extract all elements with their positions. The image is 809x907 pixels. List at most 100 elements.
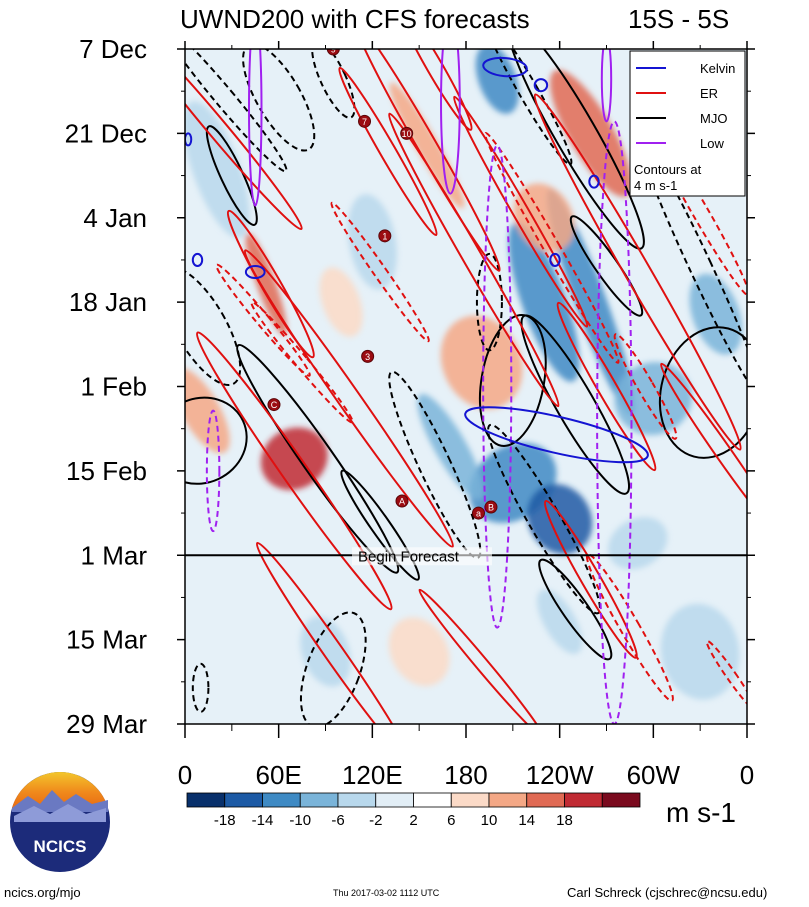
mjo-contour — [520, 314, 631, 495]
colorbar-label: -2 — [369, 812, 382, 829]
anomaly-blob — [388, 617, 450, 687]
contour-layer — [185, 49, 747, 724]
colorbar-swatch — [337, 792, 377, 808]
legend-note-1: Contours at — [634, 162, 702, 177]
colorbar-label: 10 — [481, 812, 498, 829]
legend-kelvin-label: Kelvin — [700, 61, 735, 76]
er-contour — [330, 201, 430, 343]
storm-marker — [326, 49, 340, 56]
colorbar-label: -14 — [252, 812, 274, 829]
low-contour — [205, 409, 221, 533]
storm-marker-label: a — [476, 509, 481, 519]
mjo-contour — [340, 469, 420, 581]
mjo-contour — [484, 49, 573, 166]
legend-low-label: Low — [700, 136, 724, 151]
logo-mountains-2 — [14, 804, 106, 822]
chart-title: UWND200 with CFS forecasts — [180, 4, 530, 34]
kelvin-contour — [191, 252, 204, 267]
legend-mjo-label: MJO — [700, 111, 727, 126]
mjo-contour — [658, 326, 747, 459]
storm-marker — [484, 500, 498, 514]
storm-marker-label: 3 — [365, 352, 370, 362]
er-contour — [453, 95, 589, 328]
logo-mountains — [12, 790, 108, 812]
mjo-contour — [538, 558, 613, 661]
colorbar-swatch — [564, 792, 603, 808]
anomaly-blob — [347, 194, 397, 290]
mjo-contour — [236, 343, 400, 574]
anomaly-blob — [440, 315, 523, 410]
mjo-contour — [185, 49, 288, 173]
kelvin-contour — [464, 406, 649, 464]
er-contour — [388, 112, 560, 408]
colorbar-swatch — [450, 792, 490, 808]
x-tick-label: 180 — [444, 760, 487, 790]
kelvin-contour — [549, 252, 561, 267]
footer-left: ncics.org/mjo — [4, 885, 81, 900]
y-tick-label: 15 Mar — [66, 625, 147, 655]
er-contour — [585, 553, 674, 702]
mjo-contour — [185, 396, 248, 485]
kelvin-contour — [185, 132, 193, 147]
storm-marker — [378, 229, 392, 243]
low-contour — [596, 120, 633, 724]
x-tick-label: 120W — [526, 760, 594, 790]
er-contour — [484, 131, 620, 364]
anomaly-blob — [417, 393, 484, 500]
kelvin-contour — [533, 78, 549, 93]
er-contour — [215, 263, 311, 377]
mjo-contour — [637, 133, 747, 399]
storm-marker — [471, 506, 485, 520]
colorbar-label: 2 — [409, 812, 417, 829]
forecast-label: Begin Forecast — [358, 548, 460, 565]
ncics-logo: NCICS — [10, 772, 110, 872]
y-tick-label: 21 Dec — [65, 118, 147, 148]
mjo-contour — [505, 49, 645, 250]
low-contour — [440, 49, 461, 195]
colorbar-swatch — [488, 792, 528, 808]
er-contour — [195, 331, 393, 611]
anomaly-blob — [508, 222, 580, 382]
mjo-contour — [475, 252, 503, 352]
mjo-contour — [242, 49, 316, 152]
low-contour — [248, 49, 263, 207]
storm-marker — [400, 126, 414, 140]
colorbar-swatch — [601, 792, 641, 808]
anomaly-blob — [660, 603, 740, 700]
x-axis: 0 60E 120E 180 120W 60W 0 — [178, 41, 754, 790]
colorbar-swatch — [224, 792, 263, 808]
kelvin-contour — [244, 264, 266, 280]
storm-marker — [395, 494, 409, 508]
low-contour — [600, 49, 613, 123]
colorbar-label: 14 — [518, 812, 535, 829]
colorbar-label: -18 — [214, 812, 236, 829]
latitude-band: 15S - 5S — [628, 4, 729, 34]
storm-marker — [267, 398, 281, 412]
mjo-contour — [185, 266, 242, 386]
colorbar-label: -10 — [289, 812, 311, 829]
colorbar-swatch — [262, 792, 301, 808]
legend: Kelvin ER MJO Low Contours at 4 m s-1 — [629, 50, 746, 197]
er-contour — [243, 249, 455, 548]
anomaly-blob — [550, 69, 632, 197]
colorbar-label: 18 — [556, 812, 573, 829]
mjo-contour — [299, 611, 367, 724]
colorbar-swatch — [375, 792, 414, 808]
colorbar-label: -6 — [331, 812, 344, 829]
x-tick-label: 120E — [342, 760, 403, 790]
mjo-contour — [487, 423, 601, 615]
kelvin-contour — [588, 174, 600, 189]
er-contour — [705, 640, 747, 712]
logo-text: NCICS — [34, 837, 87, 856]
er-contour — [660, 362, 747, 543]
anomaly-blob — [537, 589, 583, 654]
y-tick-label: 15 Feb — [66, 456, 147, 486]
er-contour — [533, 93, 742, 451]
low-contour — [482, 144, 513, 629]
colorbar-label: 6 — [447, 812, 455, 829]
storm-marker-label: A — [399, 497, 405, 507]
x-tick-label: 60W — [627, 760, 681, 790]
y-tick-label: 4 Jan — [83, 203, 147, 233]
colorbar: -18 -14 -10 -6 -2 2 6 10 14 18 — [186, 792, 641, 829]
